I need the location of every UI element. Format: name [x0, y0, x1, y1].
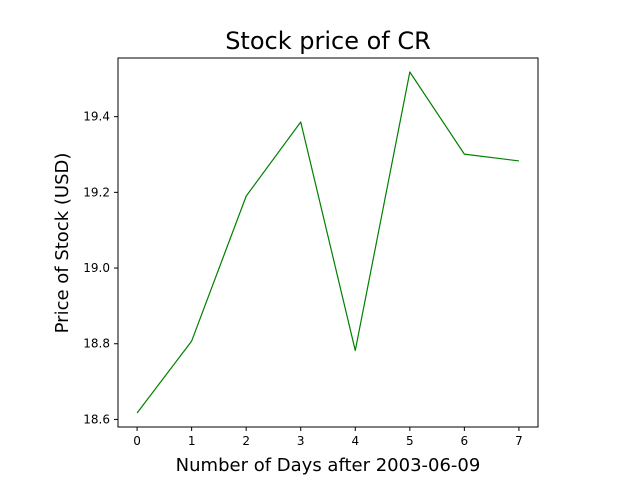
y-axis-label: Price of Stock (USD): [52, 153, 73, 334]
y-axis-ticks: 18.6 18.8 19.0 19.2 19.4: [83, 110, 118, 426]
x-axis-label: Number of Days after 2003-06-09: [176, 455, 481, 476]
y-tick-label: 18.6: [83, 412, 110, 426]
x-tick-label: 0: [133, 434, 141, 448]
y-tick-label: 18.8: [83, 337, 110, 351]
series-group: [136, 71, 519, 414]
plot-area-frame: [117, 57, 539, 428]
x-tick-label: 2: [242, 434, 250, 448]
y-tick-label: 19.4: [83, 110, 110, 124]
x-tick-label: 5: [406, 434, 414, 448]
stock-price-line: [136, 71, 519, 414]
x-tick-label: 7: [515, 434, 523, 448]
x-tick-label: 4: [351, 434, 359, 448]
x-tick-label: 1: [188, 434, 196, 448]
chart-title: Stock price of CR: [225, 27, 431, 55]
y-tick-label: 19.0: [83, 261, 110, 275]
x-axis-ticks: 0 1 2 3 4 5 6 7: [133, 427, 523, 448]
x-tick-label: 3: [297, 434, 305, 448]
y-tick-label: 19.2: [83, 185, 110, 199]
x-tick-label: 6: [461, 434, 469, 448]
